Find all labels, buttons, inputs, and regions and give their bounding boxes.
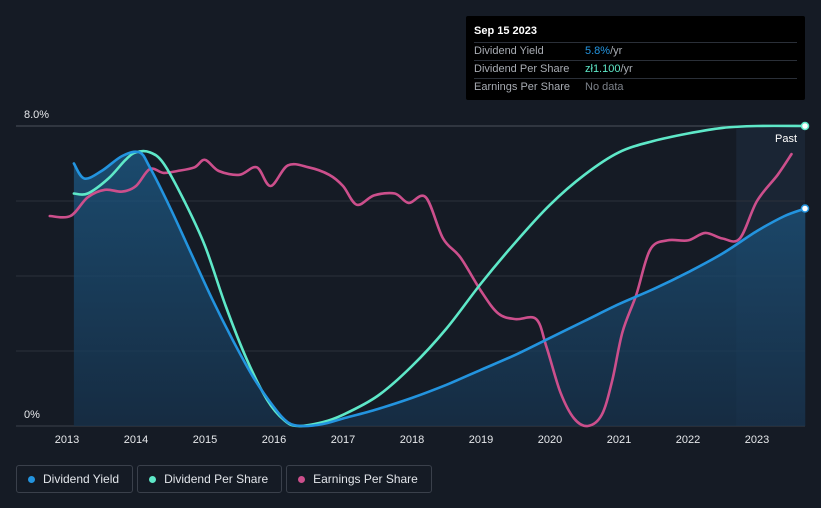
legend-dot-icon <box>149 475 157 483</box>
earnings-per-share-line <box>48 152 793 428</box>
tooltip-label: Earnings Per Share <box>474 81 570 93</box>
dividend-per-share-end-marker <box>800 121 810 131</box>
tooltip-unit: /yr <box>620 63 633 75</box>
dividend-yield-line <box>72 150 807 428</box>
legend-label: Earnings Per Share <box>313 472 418 486</box>
tooltip-value: 5.8% <box>585 45 611 57</box>
legend-label: Dividend Per Share <box>164 472 269 486</box>
x-axis-tick-label: 2022 <box>676 434 700 446</box>
y-axis-label-bottom: 0% <box>24 409 40 421</box>
tooltip-panel: Sep 15 2023 Dividend Yield 5.8% /yr Divi… <box>466 16 805 100</box>
tooltip-date: Sep 15 2023 <box>474 23 797 43</box>
y-axis-label-top: 8.0% <box>24 109 49 121</box>
tooltip-label: Dividend Per Share <box>474 63 570 75</box>
dividend-yield-area <box>73 151 806 427</box>
legend-dot-icon <box>28 475 35 483</box>
legend: Dividend Yield Dividend Per Share Earnin… <box>16 465 436 493</box>
past-label: Past <box>775 133 797 145</box>
x-axis-tick-label: 2023 <box>745 434 769 446</box>
x-axis-tick-label: 2017 <box>331 434 355 446</box>
x-axis-tick-label: 2021 <box>607 434 631 446</box>
x-axis-tick-label: 2014 <box>124 434 148 446</box>
dividend-per-share-line <box>72 124 807 428</box>
tooltip-row-dividend-yield: Dividend Yield 5.8% /yr <box>474 43 797 61</box>
x-axis-tick-label: 2016 <box>262 434 286 446</box>
x-axis-tick-label: 2018 <box>400 434 424 446</box>
x-axis-tick-label: 2019 <box>469 434 493 446</box>
tooltip-row-earnings-per-share: Earnings Per Share No data <box>474 79 797 96</box>
legend-item-earnings-per-share[interactable]: Earnings Per Share <box>286 465 432 493</box>
legend-dot-icon <box>298 475 306 483</box>
legend-item-dividend-yield[interactable]: Dividend Yield <box>16 465 134 493</box>
x-axis-tick-label: 2020 <box>538 434 562 446</box>
legend-item-dividend-per-share[interactable]: Dividend Per Share <box>137 465 283 493</box>
legend-label: Dividend Yield <box>43 472 120 486</box>
tooltip-label: Dividend Yield <box>474 45 544 57</box>
x-axis-tick-label: 2015 <box>193 434 217 446</box>
tooltip-unit: /yr <box>610 45 623 57</box>
dividend-yield-end-marker <box>800 204 810 213</box>
x-axis-tick-label: 2013 <box>55 434 79 446</box>
tooltip-value: zł1.100 <box>585 63 621 75</box>
tooltip-row-dividend-per-share: Dividend Per Share zł1.100 /yr <box>474 61 797 79</box>
tooltip-value: No data <box>585 81 624 93</box>
